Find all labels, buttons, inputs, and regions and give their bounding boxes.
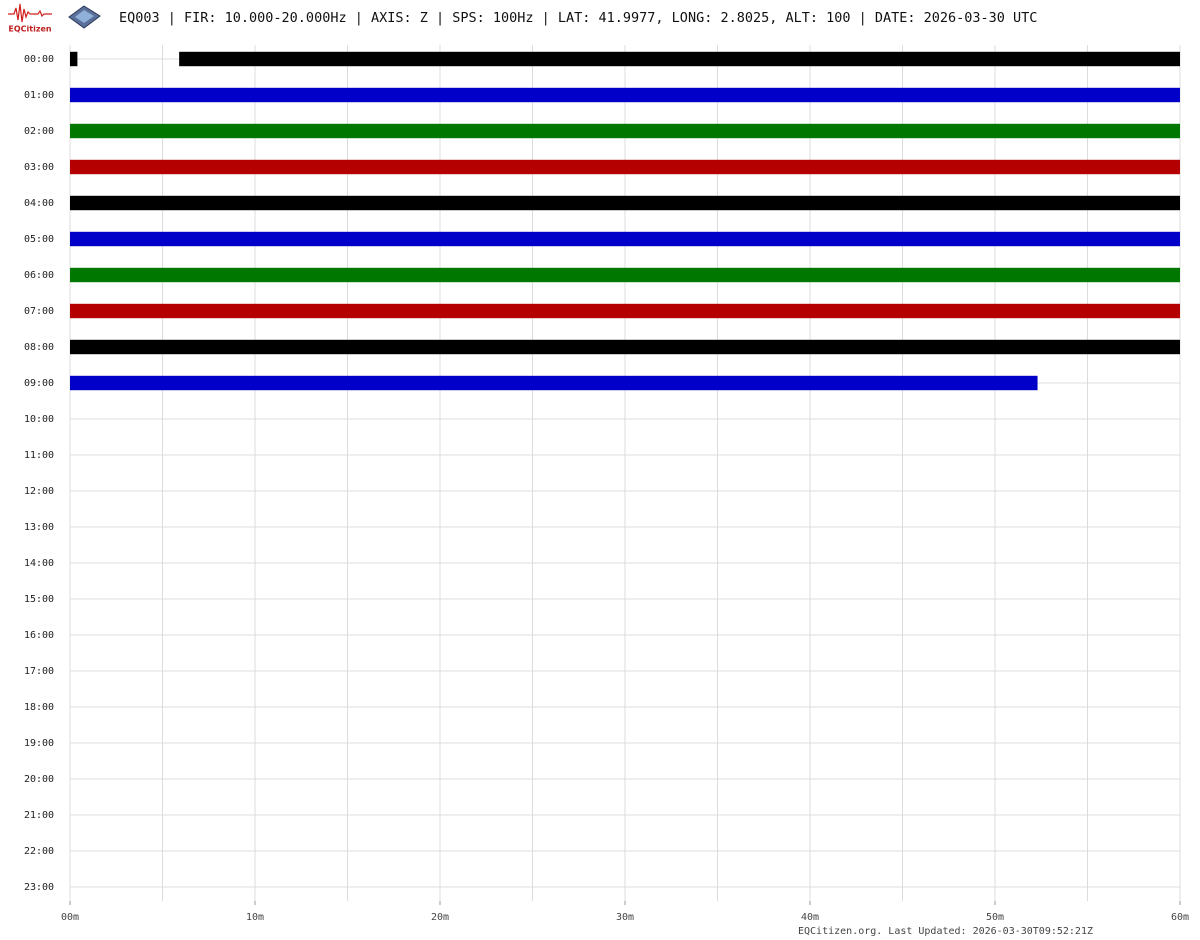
trace: [70, 267, 1180, 283]
row-label: 06:00: [24, 270, 54, 281]
row-label: 02:00: [24, 126, 54, 137]
x-tick-label: 50m: [986, 912, 1004, 923]
trace: [70, 51, 78, 67]
row-label: 15:00: [24, 594, 54, 605]
trace: [179, 51, 1180, 67]
row-label: 20:00: [24, 774, 54, 785]
row-label: 22:00: [24, 846, 54, 857]
trace: [70, 303, 1180, 319]
row-label: 13:00: [24, 522, 54, 533]
x-tick-label: 40m: [801, 912, 819, 923]
x-tick-label: 20m: [431, 912, 449, 923]
logo-text: EQCitizen: [8, 25, 52, 34]
row-label: 08:00: [24, 342, 54, 353]
row-label: 10:00: [24, 414, 54, 425]
x-tick-label: 60m: [1171, 912, 1189, 923]
x-tick-label: 30m: [616, 912, 634, 923]
trace: [70, 159, 1180, 175]
row-label: 01:00: [24, 90, 54, 101]
row-label: 04:00: [24, 198, 54, 209]
row-label: 23:00: [24, 882, 54, 893]
row-label: 16:00: [24, 630, 54, 641]
row-label: 19:00: [24, 738, 54, 749]
trace: [70, 195, 1180, 211]
row-label: 12:00: [24, 486, 54, 497]
row-label: 21:00: [24, 810, 54, 821]
trace: [70, 339, 1180, 355]
trace: [70, 123, 1180, 139]
row-label: 11:00: [24, 450, 54, 461]
row-label: 07:00: [24, 306, 54, 317]
device-icon: [68, 5, 101, 29]
trace: [70, 87, 1180, 103]
footer: EQCitizen.org. Last Updated: 2026-03-30T…: [798, 926, 1093, 937]
row-label: 14:00: [24, 558, 54, 569]
x-tick-label: 10m: [246, 912, 264, 923]
row-label: 18:00: [24, 702, 54, 713]
chart-title: EQ003 | FIR: 10.000-20.000Hz | AXIS: Z |…: [119, 10, 1037, 26]
row-label: 00:00: [24, 54, 54, 65]
logo-wave: [8, 3, 52, 23]
trace: [70, 375, 1038, 391]
row-label: 03:00: [24, 162, 54, 173]
x-tick-label: 00m: [61, 912, 79, 923]
row-label: 05:00: [24, 234, 54, 245]
trace: [70, 231, 1180, 247]
row-label: 09:00: [24, 378, 54, 389]
logo: EQCitizen: [8, 3, 52, 34]
row-label: 17:00: [24, 666, 54, 677]
